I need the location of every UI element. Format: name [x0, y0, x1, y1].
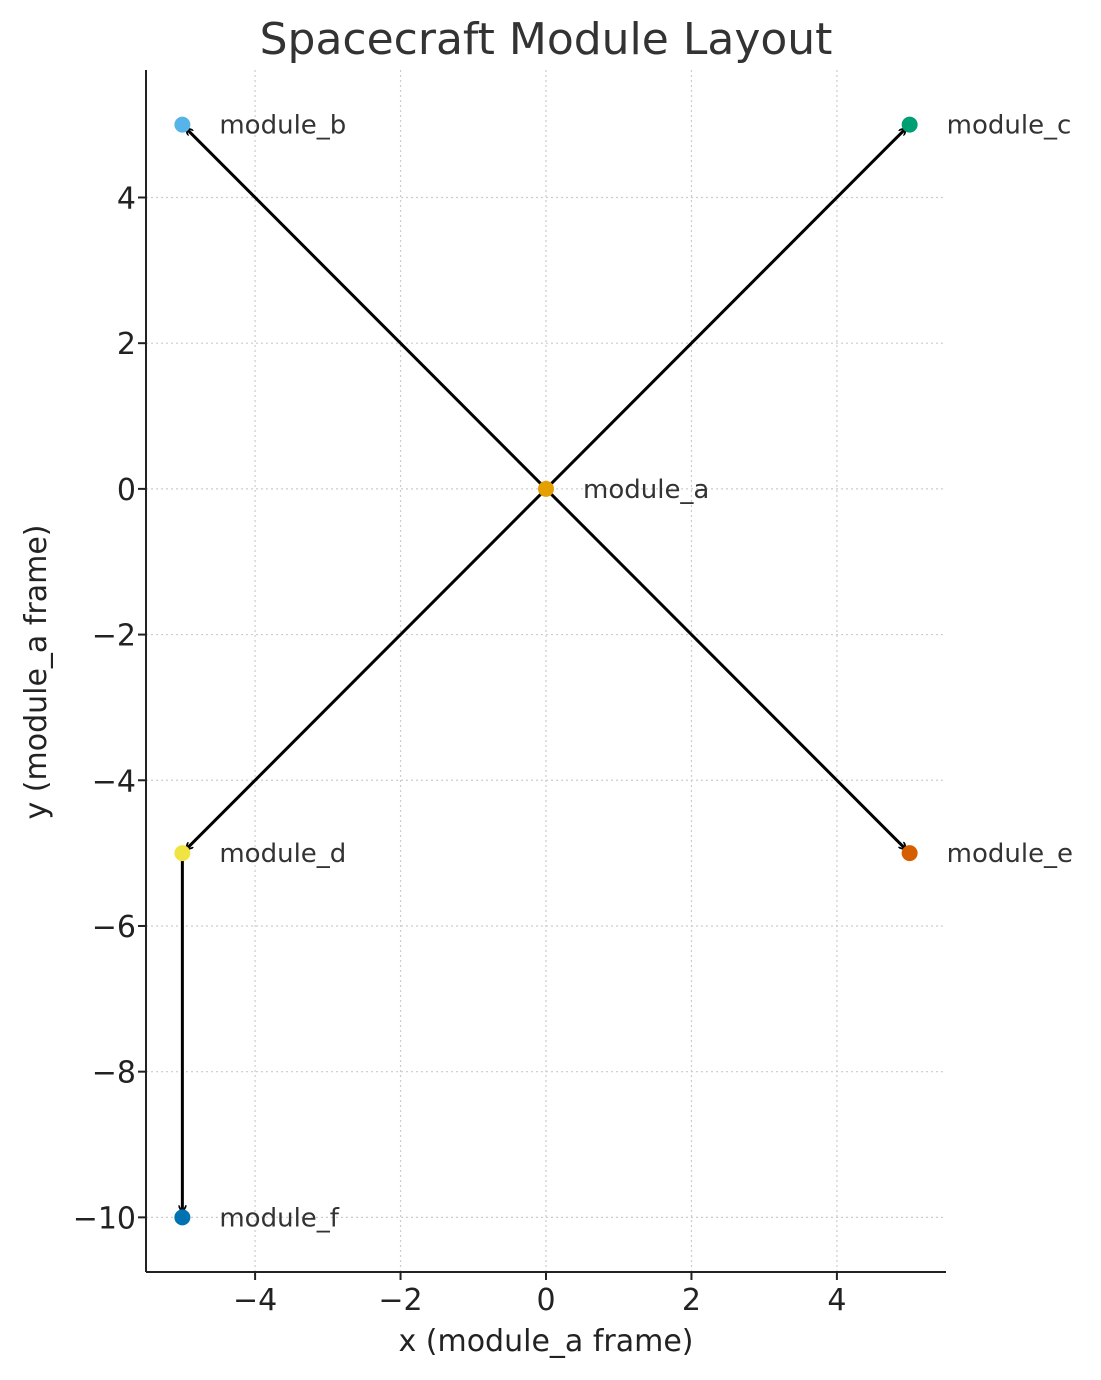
- x-tick-label: 2: [682, 1283, 701, 1318]
- connection-module_a-module_d: [186, 487, 548, 850]
- module-labels: module_a module_b module_c module_d module_e…: [219, 111, 1073, 1234]
- chart-title: Spacecraft Module Layout: [260, 14, 833, 65]
- module-points: [174, 116, 918, 1226]
- point-module_d: [174, 845, 191, 862]
- connection-arrows: [182, 128, 906, 1212]
- point-module_b: [174, 116, 191, 133]
- x-tick-label: −2: [378, 1283, 422, 1318]
- x-tick-label: −4: [233, 1283, 277, 1318]
- y-tick-label: 0: [117, 473, 136, 508]
- y-tick-label: −10: [73, 1201, 136, 1236]
- x-tick-label: 0: [536, 1283, 555, 1318]
- connection-module_a-module_e: [544, 487, 906, 850]
- label-module_a: module_a: [583, 475, 709, 505]
- label-module_e: module_e: [947, 839, 1073, 869]
- point-module_c: [901, 116, 918, 133]
- y-axis-label: y (module_a frame): [19, 524, 54, 819]
- y-tick-label: −4: [92, 764, 136, 799]
- y-tick-label: −6: [92, 910, 136, 945]
- label-module_c: module_c: [947, 111, 1072, 141]
- y-tick-label: −8: [92, 1056, 136, 1091]
- label-module_b: module_b: [219, 111, 346, 141]
- y-tick-label: −2: [92, 619, 136, 654]
- label-module_f: module_f: [219, 1203, 339, 1233]
- y-tick-label: 4: [117, 181, 136, 216]
- axis-ticks: −4 −2 0 2 4 −10 −8 −6 −4 −2 0 2 4: [73, 181, 847, 1318]
- connection-module_a-module_b: [186, 128, 548, 490]
- x-tick-label: 4: [827, 1283, 846, 1318]
- point-module_a: [538, 480, 554, 497]
- connection-module_a-module_c: [544, 128, 906, 490]
- grid-lines: [146, 70, 946, 1272]
- x-axis-label: x (module_a frame): [398, 1324, 693, 1359]
- point-module_e: [901, 845, 918, 862]
- point-module_f: [174, 1209, 191, 1226]
- y-tick-label: 2: [117, 327, 136, 362]
- label-module_d: module_d: [219, 839, 346, 869]
